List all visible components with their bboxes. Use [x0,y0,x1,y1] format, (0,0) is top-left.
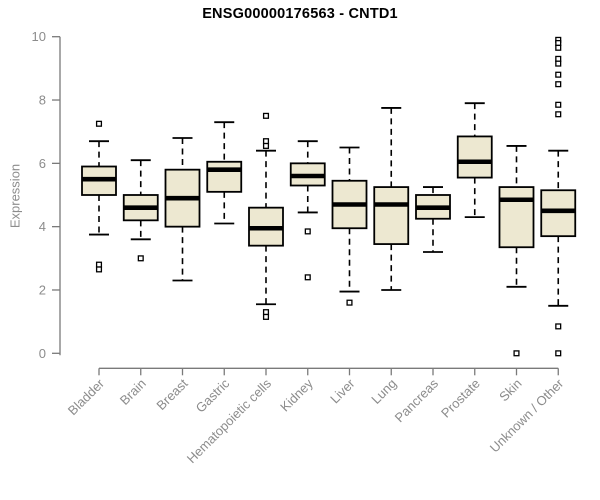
outlier-point [137,255,144,262]
y-tick-label: 6 [39,156,46,171]
boxplot-kidney [289,140,326,281]
x-category-label: Prostate [438,376,483,421]
outlier-point [555,44,562,51]
boxplot-prostate [456,102,493,219]
outlier-point [513,350,520,357]
outlier-point [555,55,562,62]
outlier-point [555,39,562,47]
y-tick-label: 2 [39,282,46,297]
outlier-point [262,142,270,149]
outlier-point [304,274,311,281]
outlier-point [555,60,562,67]
chart-title: ENSG00000176563 - CNTD1 [202,6,398,22]
y-tick-label: 10 [32,29,46,44]
x-category-label: Liver [327,375,358,406]
outlier-point [555,71,562,78]
x-category-label: Lung [368,376,399,407]
x-category-label: Skin [496,376,524,404]
boxplot-skin [498,145,535,357]
x-category-label: Unknown / Other [487,375,567,455]
outlier-point [95,120,103,127]
box-iqr [540,189,577,238]
box-iqr [206,160,243,193]
x-category-label: Breast [153,376,190,413]
box-iqr [456,135,493,179]
outlier-point [555,101,562,108]
outlier-point [555,350,562,357]
boxplot-brain [122,159,159,262]
boxplot-liver [331,146,368,306]
boxplot-breast [164,137,201,282]
outlier-point [262,309,270,316]
boxplot-pancreas [415,186,451,253]
y-tick-label: 8 [39,93,46,108]
outlier-point [555,81,562,88]
boxplot-unknown-other [540,36,577,357]
x-category-label: Bladder [65,375,108,418]
outlier-point [555,323,562,330]
outlier-point [262,313,270,320]
x-category-label: Kidney [277,375,316,414]
y-axis: 0 2 4 6 8 10 [32,29,61,361]
outlier-point [346,299,353,306]
box-iqr [373,186,410,245]
boxplot-gastric [206,121,243,225]
boxplot-hematopoietic-cells [248,112,284,320]
outlier-point [304,228,311,235]
y-tick-label: 4 [39,219,46,234]
boxplot-bladder [81,120,117,273]
y-tick-label: 0 [39,346,46,361]
x-category-label: Brain [117,376,149,408]
outlier-point [95,266,103,273]
boxplot-lung [373,107,410,291]
outlier-point [262,112,270,119]
outlier-point [95,261,103,268]
x-category-label: Gastric [193,375,233,415]
box-iqr [498,186,535,249]
outlier-point [555,111,562,118]
x-category-label: Pancreas [392,375,442,425]
outlier-point [262,138,270,145]
